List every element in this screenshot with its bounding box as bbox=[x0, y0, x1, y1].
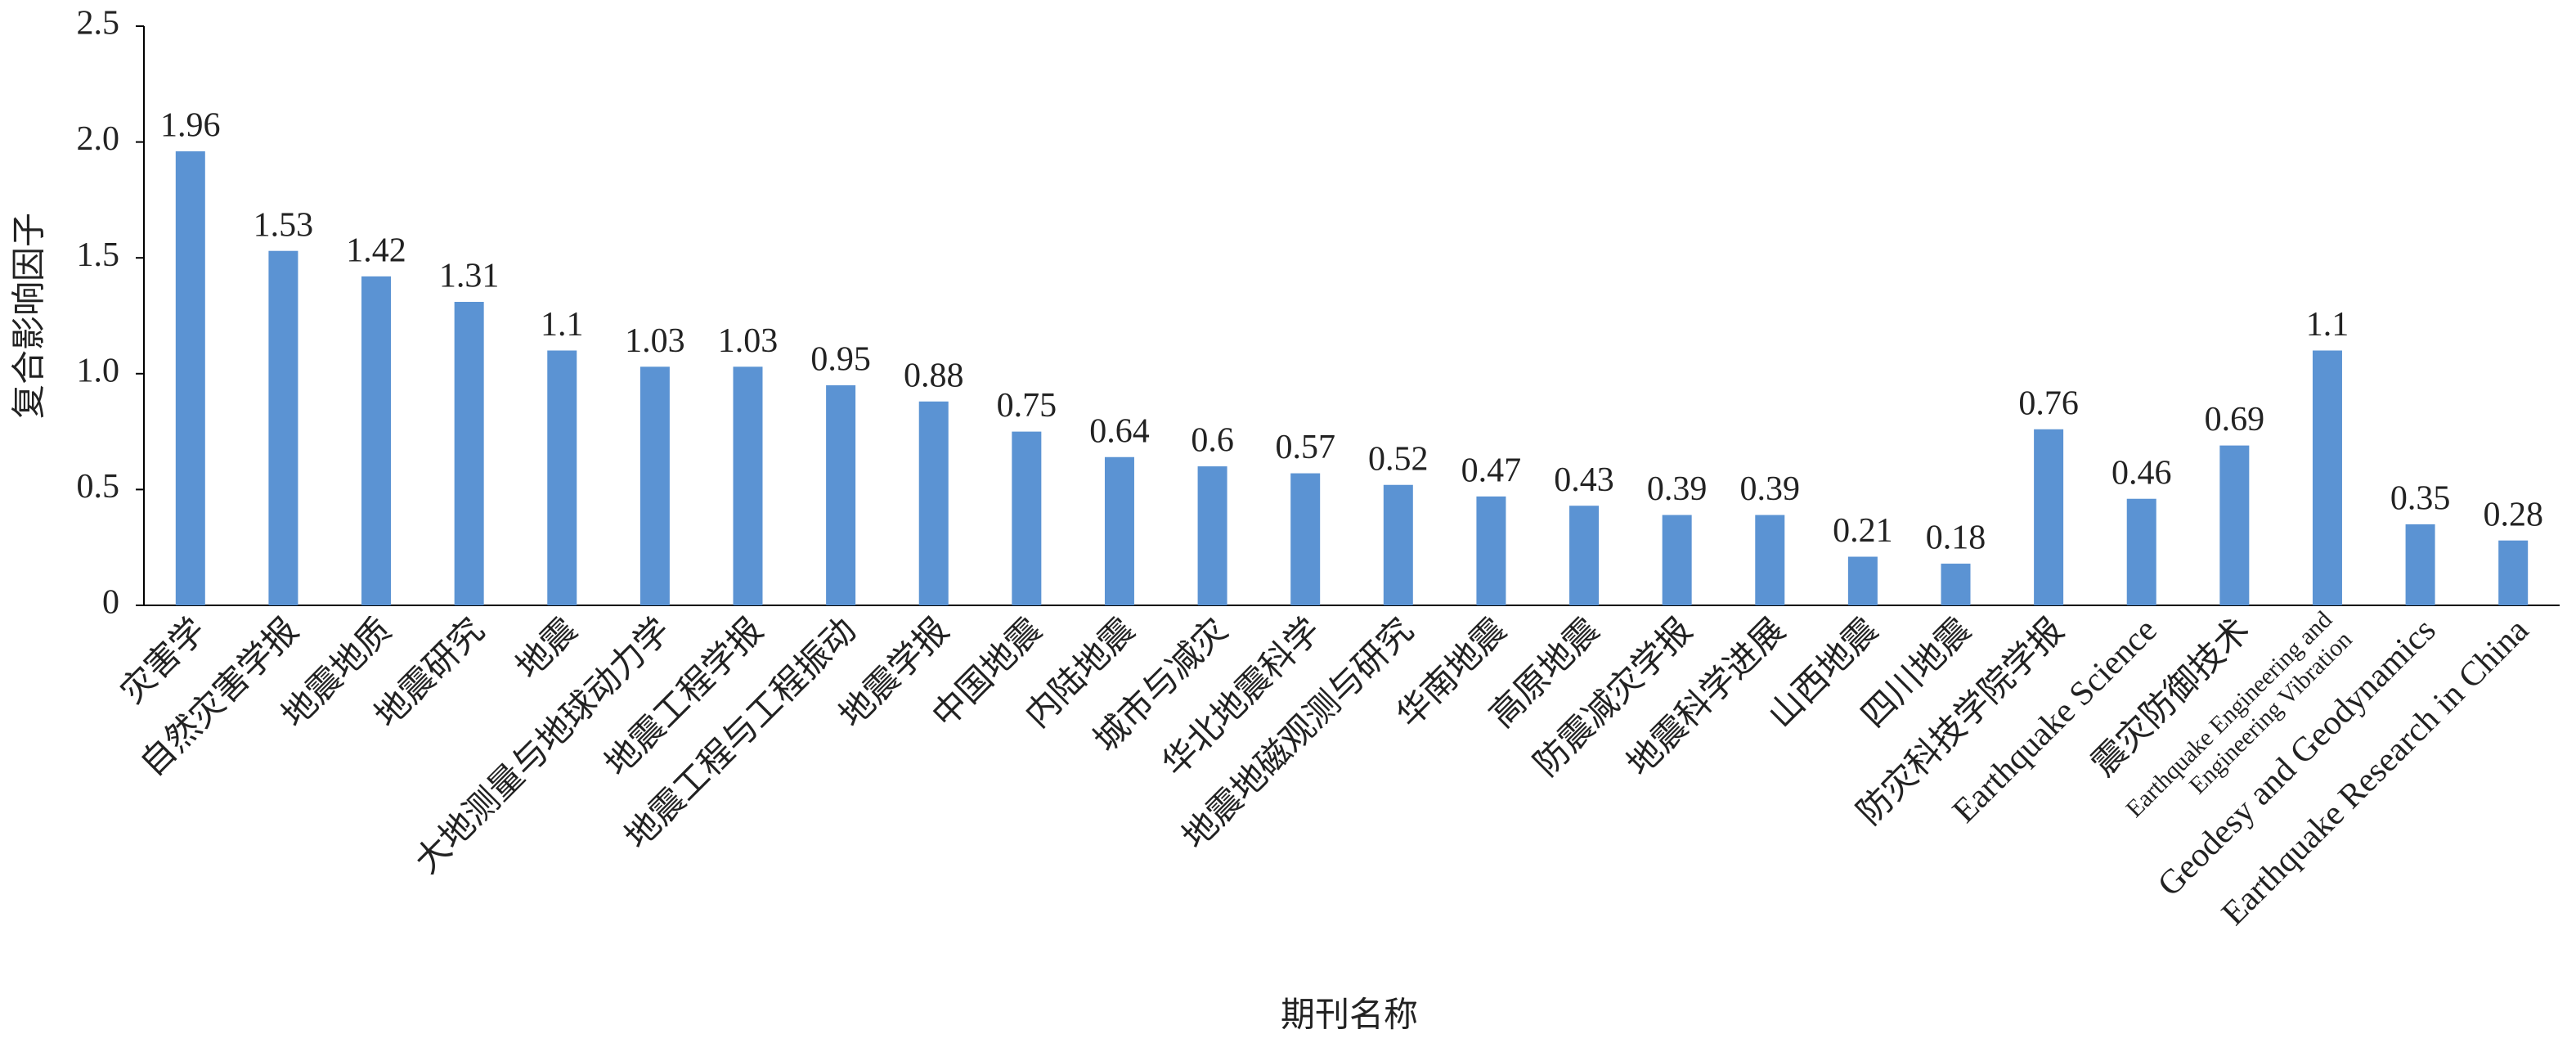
data-label: 0.35 bbox=[2390, 480, 2451, 518]
bar bbox=[2405, 524, 2435, 605]
bar bbox=[1662, 515, 1692, 605]
data-label: 1.1 bbox=[2306, 306, 2349, 344]
y-tick-label: 1.5 bbox=[77, 236, 120, 274]
data-label: 0.47 bbox=[1461, 452, 1522, 490]
bar bbox=[2219, 445, 2250, 605]
data-label: 0.21 bbox=[1833, 512, 1893, 550]
bar bbox=[175, 151, 205, 606]
bar bbox=[1197, 466, 1227, 605]
data-label: 0.75 bbox=[997, 387, 1057, 425]
x-tick-label: 自然灾害学报 bbox=[133, 611, 306, 784]
data-label: 0.39 bbox=[1647, 470, 1708, 508]
bar bbox=[1847, 556, 1878, 605]
x-tick-group: 地震科学进展 bbox=[1620, 611, 1793, 784]
bar bbox=[454, 302, 484, 605]
x-tick-group: 自然灾害学报 bbox=[133, 611, 306, 784]
data-label: 1.96 bbox=[160, 107, 221, 145]
bar bbox=[2034, 429, 2064, 605]
data-label: 0.76 bbox=[2018, 384, 2079, 422]
bar bbox=[1569, 506, 1600, 605]
data-label: 0.52 bbox=[1368, 440, 1429, 478]
data-label: 0.18 bbox=[1926, 519, 1986, 557]
bar bbox=[268, 250, 298, 605]
data-label: 0.57 bbox=[1275, 429, 1335, 466]
data-label: 0.43 bbox=[1554, 461, 1614, 499]
x-tick-label: 华北地震科学 bbox=[1156, 611, 1328, 784]
y-tick-label: 0.5 bbox=[77, 468, 120, 506]
data-label: 1.03 bbox=[718, 322, 779, 360]
y-tick-label: 2.0 bbox=[77, 120, 120, 158]
data-label: 1.42 bbox=[346, 232, 406, 269]
bar bbox=[918, 401, 949, 605]
x-tick-group: 地震工程学报 bbox=[598, 611, 770, 784]
bar bbox=[640, 366, 670, 605]
data-label: 0.46 bbox=[2112, 454, 2172, 492]
y-tick-label: 1.0 bbox=[77, 352, 120, 389]
bar bbox=[547, 350, 577, 605]
bar bbox=[733, 366, 763, 605]
bar bbox=[2498, 540, 2529, 605]
y-axis-title: 复合影响因子 bbox=[11, 213, 49, 419]
bar bbox=[2312, 350, 2342, 605]
bar bbox=[1290, 473, 1321, 605]
bar bbox=[2126, 498, 2156, 605]
bar bbox=[1755, 515, 1785, 605]
data-label: 0.95 bbox=[810, 341, 871, 379]
data-label: 0.39 bbox=[1740, 470, 1801, 508]
data-label: 0.64 bbox=[1089, 412, 1150, 450]
bar bbox=[1383, 484, 1413, 605]
data-label: 0.88 bbox=[904, 357, 964, 394]
x-tick-label: 地震科学进展 bbox=[1620, 611, 1793, 784]
data-label: 0.28 bbox=[2483, 496, 2543, 533]
bar bbox=[1476, 496, 1506, 605]
bar bbox=[826, 384, 856, 605]
x-tick-group: 华北地震科学 bbox=[1156, 611, 1328, 784]
bar bbox=[1941, 564, 1971, 605]
data-label: 1.1 bbox=[541, 306, 584, 344]
x-tick-label: 地震工程学报 bbox=[598, 611, 770, 784]
x-tick-label: 防震减灾学报 bbox=[1527, 611, 1699, 784]
data-label: 1.31 bbox=[439, 258, 500, 295]
data-label: 1.53 bbox=[254, 206, 314, 244]
data-label: 1.03 bbox=[625, 322, 685, 360]
y-tick-label: 0 bbox=[102, 584, 119, 622]
x-axis-title: 期刊名称 bbox=[1281, 997, 1418, 1035]
x-tick-group: 防震减灾学报 bbox=[1527, 611, 1699, 784]
bar bbox=[1012, 431, 1042, 605]
x-tick-label: 地震 bbox=[509, 611, 585, 686]
data-label: 0.6 bbox=[1191, 422, 1234, 460]
bar bbox=[1104, 456, 1134, 605]
bar bbox=[361, 276, 392, 605]
x-tick-group: 地震 bbox=[509, 611, 585, 686]
y-tick-label: 2.5 bbox=[77, 5, 120, 43]
data-label: 0.69 bbox=[2205, 401, 2265, 438]
